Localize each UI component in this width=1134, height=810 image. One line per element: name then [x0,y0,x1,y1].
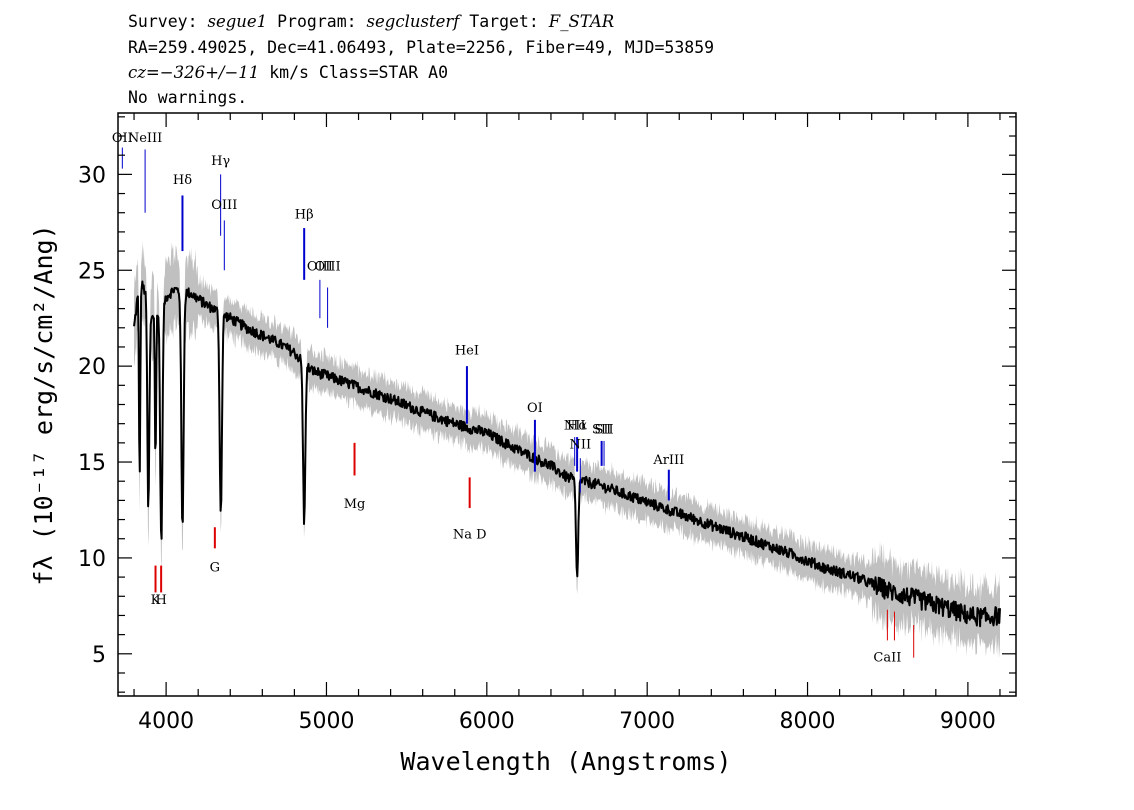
line-label: HeI [455,344,479,359]
y-tick-label: 10 [78,547,106,572]
line-label: NII [569,438,591,453]
line-label: G [210,560,220,575]
line-label: Hγ [211,154,230,169]
line-label: ArIII [652,453,684,468]
y-axis-title: fλ (10⁻¹⁷ erg/s/cm²/Ang) [29,224,58,585]
line-label: Hδ [173,173,192,188]
x-tick-label: 6000 [459,709,515,734]
line-label: Na D [453,528,487,543]
axes-layer: 4000 5000 6000 7000 8000 9000 5 10 15 20 25 30 [78,112,1017,734]
line-label: Mg [344,497,366,512]
x-tick-label: 8000 [780,709,836,734]
line-label: NeIII [128,131,162,146]
survey-value: segue1 [207,12,268,31]
x-tick-label: 5000 [298,709,354,734]
line-label: H [155,593,166,608]
x-tick-label: 9000 [940,709,996,734]
class-text: km/s Class=STAR A0 [259,63,449,82]
y-tick-label: 5 [92,643,106,668]
target-value: F_STAR [548,12,615,31]
line-label: OI [527,401,543,416]
x-tick-label: 7000 [619,709,675,734]
plot-header-line-2: RA=259.49025, Dec=41.06493, Plate=2256, … [128,38,715,57]
y-tick-label: 25 [78,259,106,284]
plot-header-line-3: cz=−326+/−11 km/s Class=STAR A0 [128,63,448,83]
plot-header-line-1: Survey: segue1 Program: segclusterf Targ… [128,12,614,32]
x-axis-title: Wavelength (Angstroms) [400,747,731,776]
target-label: Target: [469,12,539,31]
line-label: Hβ [295,207,314,222]
plot-header-line-4: No warnings. [128,88,248,107]
program-label: Program: [277,12,357,31]
error-band-layer [134,240,1000,659]
y-tick-label: 30 [78,163,106,188]
line-label: K [151,593,161,608]
program-value: segclusterf [366,12,460,31]
x-tick-label: 4000 [138,709,194,734]
survey-label: Survey: [128,12,198,31]
y-tick-label: 20 [78,355,106,380]
line-label: CaII [873,650,901,665]
spectrum-line [133,280,1001,628]
line-label: NII [564,418,586,433]
line-label: OIII [307,259,333,274]
redshift-value: cz=−326+/−11 [128,63,260,82]
y-tick-label: 15 [78,451,106,476]
line-label: SII [594,422,613,437]
line-label: OII [112,131,133,146]
line-label: SII [592,422,611,437]
spectrum-layer [133,280,1001,628]
line-label: OIII [211,198,237,213]
line-label: OIII [315,259,341,274]
error-band [134,240,1000,659]
line-label: Hα [567,418,587,433]
line-marker-layer: OIINeIIIHδHγOIIIHβOIIIOIIIHeIOINIIHαNIIS… [112,131,915,665]
